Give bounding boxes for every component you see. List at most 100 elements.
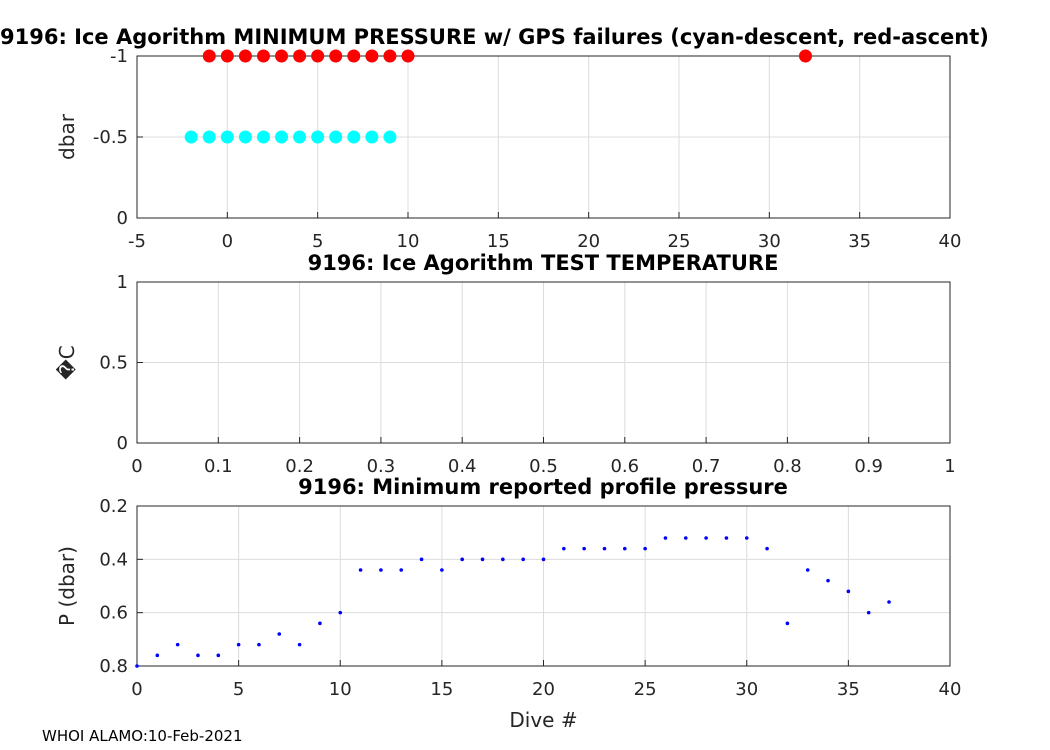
y-axis-label: P (dbar) — [55, 546, 79, 626]
x-tick-label: 0.8 — [773, 456, 802, 477]
data-point — [440, 568, 444, 572]
plot-title: 9196: Ice Agorithm MINIMUM PRESSURE w/ G… — [0, 25, 989, 49]
data-point — [329, 130, 343, 144]
x-tick-label: 0.4 — [448, 456, 477, 477]
x-tick-label: 0.6 — [610, 456, 639, 477]
data-point — [275, 49, 289, 63]
y-tick-label: 0.8 — [99, 656, 128, 677]
x-tick-label: 40 — [939, 679, 962, 700]
data-point — [135, 664, 139, 668]
data-point — [623, 546, 627, 551]
y-tick-label: -0.5 — [93, 127, 128, 148]
x-tick-label: 35 — [837, 679, 860, 700]
x-tick-label: 0.9 — [854, 456, 883, 477]
data-point — [175, 642, 180, 647]
data-point — [347, 49, 361, 63]
x-tick-label: 5 — [233, 679, 244, 700]
data-point — [275, 130, 289, 144]
data-point — [383, 49, 397, 63]
data-point — [401, 49, 415, 63]
data-point — [202, 130, 216, 144]
data-point — [541, 557, 546, 562]
data-point — [383, 130, 397, 144]
x-tick-label: 0.5 — [529, 456, 558, 477]
data-point — [643, 546, 647, 551]
data-point — [358, 568, 363, 572]
x-tick-label: 0 — [131, 456, 142, 477]
plot-border — [136, 281, 951, 444]
y-axis-label: �C — [55, 345, 79, 379]
y-tick-label: 1 — [117, 272, 128, 293]
y-axis-label: dbar — [55, 113, 79, 160]
data-point — [480, 557, 485, 562]
data-point — [220, 130, 234, 144]
data-point — [785, 621, 790, 626]
x-tick-label: 5 — [312, 231, 323, 252]
x-tick-label: 15 — [487, 231, 510, 252]
y-tick-label: 0 — [117, 208, 128, 229]
data-point — [521, 557, 525, 562]
x-tick-label: 25 — [668, 231, 691, 252]
x-tick-label: 20 — [577, 231, 600, 252]
data-point — [846, 589, 851, 594]
x-tick-label: 1 — [944, 456, 955, 477]
data-point — [724, 536, 729, 540]
x-tick-label: 20 — [532, 679, 555, 700]
data-point — [365, 130, 379, 144]
data-point — [236, 642, 241, 647]
data-point — [419, 557, 424, 562]
x-tick-label: 35 — [848, 231, 871, 252]
x-tick-label: 0.2 — [285, 456, 314, 477]
y-tick-label: 0.2 — [99, 496, 128, 517]
data-point — [256, 130, 270, 144]
x-tick-label: 30 — [758, 231, 781, 252]
plot-border — [136, 505, 951, 667]
x-tick-label: 40 — [939, 231, 962, 252]
x-tick-label: 15 — [430, 679, 453, 700]
footer-credit: WHOI ALAMO:10-Feb-2021 — [42, 727, 243, 745]
data-point — [293, 130, 307, 144]
series-2 — [184, 130, 397, 144]
x-tick-label: 0.7 — [692, 456, 721, 477]
x-tick-label: 0 — [222, 231, 233, 252]
data-point — [184, 130, 198, 144]
data-point — [887, 600, 891, 604]
data-point — [460, 557, 465, 562]
data-point — [379, 568, 383, 572]
data-point — [663, 536, 668, 540]
data-point — [297, 642, 302, 647]
data-point — [196, 653, 200, 658]
data-point — [562, 546, 566, 551]
data-point — [501, 557, 505, 562]
data-point — [238, 130, 252, 144]
data-point — [744, 536, 749, 540]
data-point — [329, 49, 343, 63]
x-axis-label: Dive # — [509, 708, 577, 732]
x-tick-label: -5 — [128, 231, 146, 252]
x-tick-label: 0.3 — [367, 456, 396, 477]
data-point — [866, 610, 871, 615]
data-point — [798, 49, 812, 63]
x-tick-label: 0 — [131, 679, 142, 700]
x-tick-label: 25 — [634, 679, 657, 700]
plot-title: 9196: Ice Agorithm TEST TEMPERATURE — [308, 251, 779, 275]
plot-border — [136, 55, 951, 219]
plot-panel-3: 0 5 10 15 20 25 30 35 40 0.2 0.4 0.6 0.8 9196: Minimu… — [55, 475, 961, 732]
data-point — [202, 49, 216, 63]
data-point — [238, 49, 252, 63]
data-point — [220, 49, 234, 63]
series-1 — [135, 536, 891, 668]
data-point — [277, 632, 282, 636]
x-tick-label: 0.1 — [204, 456, 233, 477]
data-point — [338, 610, 343, 615]
data-point — [311, 49, 325, 63]
data-point — [257, 642, 261, 647]
data-point — [256, 49, 270, 63]
y-tick-label: -1 — [110, 46, 128, 67]
data-point — [805, 568, 810, 572]
data-point — [704, 536, 708, 540]
y-tick-label: 0.5 — [99, 353, 128, 374]
y-tick-label: 0.6 — [99, 603, 128, 624]
